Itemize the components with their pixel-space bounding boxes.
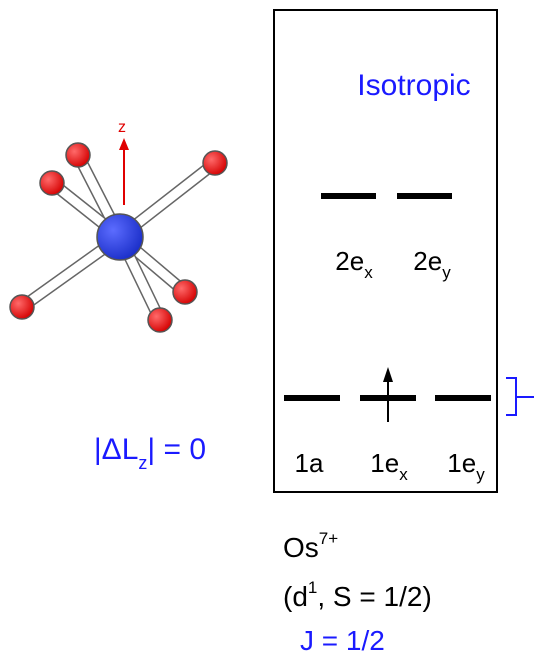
spin-arrowhead xyxy=(383,367,393,382)
j-value: J = 1/2 xyxy=(300,625,385,656)
config-sup: 1 xyxy=(308,578,317,597)
levels xyxy=(284,196,491,398)
level-label-main: 1e xyxy=(370,448,399,478)
molecule xyxy=(10,143,227,332)
delta-l-post: | = 0 xyxy=(147,433,206,466)
delta-l-sub: z xyxy=(138,453,147,473)
page: z |ΔLz| = 0 Isotropic 2ex2ey1a1ex1ey Os7… xyxy=(0,0,534,660)
bracket xyxy=(506,378,534,415)
ion-charge: 7+ xyxy=(319,529,338,548)
level-label: 1ex xyxy=(370,448,408,484)
delta-l: |ΔLz| = 0 xyxy=(94,433,206,473)
level-label-main: 1a xyxy=(295,448,324,478)
z-arrowhead xyxy=(119,138,129,150)
axis-label: z xyxy=(118,119,126,136)
level-label: 2ey xyxy=(413,246,451,282)
level-label-sub: y xyxy=(442,263,451,282)
config-pre: (d xyxy=(283,581,308,612)
config-post: , S = 1/2) xyxy=(317,581,431,612)
level-label-sub: x xyxy=(364,263,373,282)
ion-name: Os xyxy=(283,532,319,563)
config: (d1, S = 1/2) xyxy=(283,578,432,612)
ion: Os7+ xyxy=(283,529,338,563)
level-label-main: 1e xyxy=(447,448,476,478)
level-label: 2ex xyxy=(335,246,373,282)
diagram: z |ΔLz| = 0 Isotropic 2ex2ey1a1ex1ey Os7… xyxy=(0,0,534,660)
delta-l-pre: |ΔL xyxy=(94,433,139,466)
level-label-main: 2e xyxy=(413,246,442,276)
panel-title: Isotropic xyxy=(357,69,470,102)
level-label-main: 2e xyxy=(335,246,364,276)
level-label-sub: y xyxy=(476,465,485,484)
level-label-sub: x xyxy=(399,465,408,484)
level-label: 1a xyxy=(295,448,324,478)
level-label: 1ey xyxy=(447,448,485,484)
